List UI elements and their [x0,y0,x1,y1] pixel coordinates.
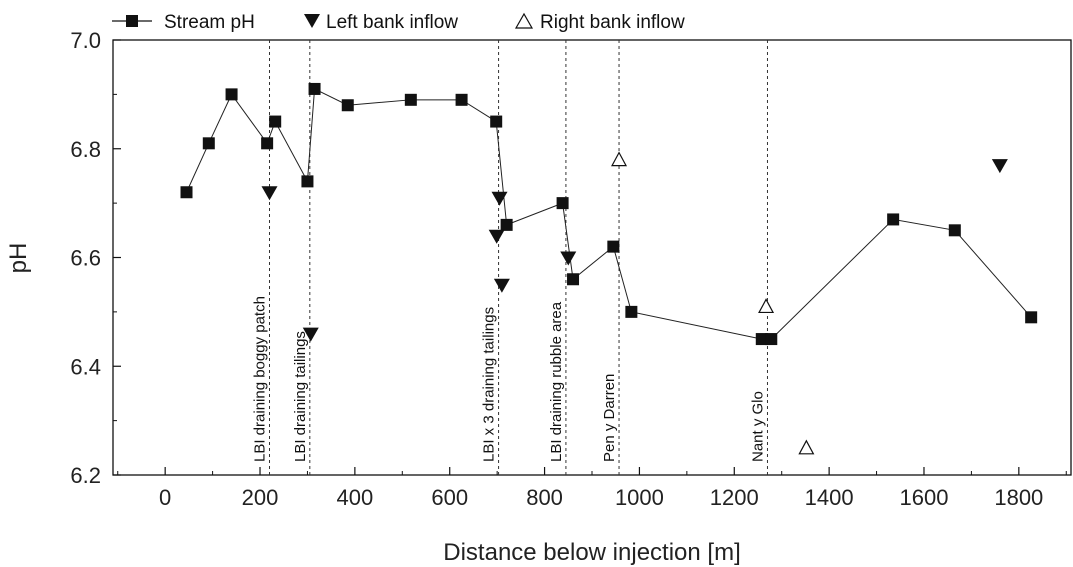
x-tick-label: 600 [431,485,468,510]
x-tick-label: 1800 [994,485,1043,510]
stream-ph-point [269,115,282,128]
left-bank-inflow-point [302,327,319,342]
stream-ph-point [948,224,961,237]
stream-ph-point [625,305,638,318]
y-tick-label: 6.4 [70,354,101,379]
stream-ph-point [308,82,321,95]
stream-ph-point [500,218,513,231]
left-bank-inflow-point [261,186,278,201]
x-tick-label: 1600 [900,485,949,510]
x-tick-label: 200 [242,485,279,510]
x-axis-title: Distance below injection [m] [443,539,740,566]
stream-ph-point [1025,311,1038,324]
annotation-label: Nant y Glo [749,391,766,462]
stream-ph-point [455,93,468,106]
x-tick-label: 800 [526,485,563,510]
stream-ph-point [261,137,274,150]
x-tick-label: 1400 [805,485,854,510]
stream-ph-point [202,137,215,150]
legend-left-bank-marker [304,14,320,28]
annotation-label: LBI draining rubble area [548,301,565,462]
right-bank-inflow-point [611,151,628,167]
left-bank-inflow-point [560,251,577,266]
x-tick-label: 0 [159,485,171,510]
legend-stream-marker [126,15,138,27]
series [180,82,1038,455]
annotations: LBI draining boggy patch LBI draining tai… [252,40,768,475]
stream-ph-point [180,186,193,199]
stream-ph-point [341,99,354,112]
legend: Stream pH Left bank inflow Right bank in… [112,12,685,33]
left-bank-inflow-point [488,229,505,244]
y-axis-title: pH [5,243,32,274]
left-bank-inflow-point [491,191,508,206]
stream-ph-point [765,333,778,346]
right-bank-inflow-point [758,298,775,314]
annotation-label: LBI draining tailings [292,331,309,462]
stream-ph-line [186,88,1032,340]
right-bank-inflow-point [798,439,815,455]
annotation-label: LBI draining boggy patch [252,296,269,462]
x-tick-label: 400 [337,485,374,510]
stream-ph-point [225,88,238,101]
stream-ph-point [301,175,314,188]
annotation-label: Pen y Darren [601,374,618,462]
y-tick-label: 6.6 [70,246,101,271]
legend-right-bank-label: Right bank inflow [540,12,685,33]
stream-ph-point [490,115,503,128]
left-bank-inflow-point [493,278,510,293]
annotation-label: LBI x 3 draining tailings [481,307,498,462]
y-tick-label: 7.0 [70,28,101,53]
legend-stream-label: Stream pH [164,12,255,33]
axes: 0 200 400 600 800 1000 1200 1400 1600 1800 6.2 6.4 6… [70,28,1067,510]
stream-ph-point [567,273,580,286]
legend-right-bank-marker [514,12,534,29]
stream-ph-point [404,93,417,106]
stream-ph-point [556,197,569,210]
y-tick-label: 6.8 [70,137,101,162]
x-tick-label: 1200 [710,485,759,510]
x-tick-label: 1000 [615,485,664,510]
stream-ph-point [887,213,900,226]
legend-left-bank-label: Left bank inflow [326,12,458,33]
y-tick-label: 6.2 [70,463,101,488]
stream-ph-point [755,333,768,346]
stream-ph-point [607,240,620,253]
left-bank-inflow-point [991,159,1008,174]
